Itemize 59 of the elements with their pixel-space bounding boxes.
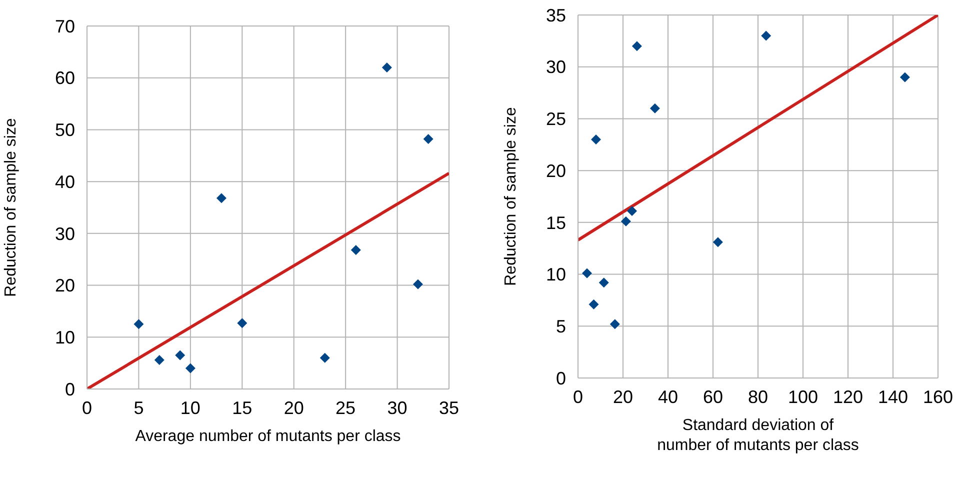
y-tick-label: 30 [54, 224, 75, 244]
y-tick-label: 20 [546, 160, 566, 181]
y-tick-label: 70 [54, 16, 75, 36]
point [134, 319, 144, 330]
point [627, 206, 637, 216]
x-tick-label: 60 [702, 386, 724, 407]
point [216, 193, 226, 204]
y-axis-title: Reduction of sample size [2, 118, 20, 297]
y-tick-label: 35 [546, 5, 566, 26]
x-tick-label: 80 [748, 386, 768, 407]
x-tick-label: 160 [922, 386, 954, 407]
point [320, 352, 330, 363]
x-tick-label: 140 [878, 386, 908, 407]
point [761, 30, 772, 41]
x-tick-label: 5 [134, 398, 144, 418]
point [900, 72, 910, 82]
x-tick-label: 25 [336, 398, 356, 418]
x-tick-label: 40 [658, 386, 678, 407]
x-tick-label: 120 [832, 386, 864, 407]
x-tick-label: 0 [82, 398, 92, 418]
point [423, 134, 434, 144]
point [237, 318, 248, 328]
x-axis-title: Standard deviation of number of mutants per class [657, 417, 859, 454]
y-tick-label: 0 [556, 368, 566, 388]
y-tick-label: 25 [546, 109, 566, 130]
y-tick-label: 15 [546, 212, 566, 233]
point [712, 237, 723, 248]
point [350, 245, 361, 256]
x-tick-label: 100 [788, 386, 818, 407]
point [588, 299, 599, 310]
y-tick-label: 10 [546, 264, 566, 285]
point [185, 363, 196, 374]
point [620, 216, 631, 226]
y-tick-label: 30 [546, 57, 566, 78]
y-tick-label: 60 [54, 68, 75, 88]
x-tick-label: 20 [612, 386, 634, 407]
point [154, 354, 164, 365]
point [412, 279, 423, 290]
y-tick-label: 10 [54, 328, 75, 348]
x-tick-label: 35 [438, 398, 460, 418]
x-tick-label: 30 [387, 398, 408, 418]
y-axis-title: Reduction of sample size [502, 107, 520, 286]
point [632, 41, 642, 52]
x-tick-label: 20 [284, 398, 304, 418]
point [175, 350, 186, 360]
point [598, 278, 609, 288]
point [591, 134, 601, 144]
x-tick-label: 15 [232, 398, 252, 418]
x-tick-label: 0 [572, 386, 584, 407]
y-tick-label: 50 [54, 120, 75, 140]
y-tick-label: 5 [556, 316, 566, 337]
point [610, 319, 620, 330]
point [382, 62, 392, 72]
x-tick-label: 10 [180, 398, 200, 418]
point [650, 103, 660, 114]
point [582, 268, 592, 278]
y-tick-label: 20 [54, 276, 75, 296]
x-axis-title: Average number of mutants per class [135, 428, 401, 445]
y-tick-label: 40 [54, 172, 75, 192]
